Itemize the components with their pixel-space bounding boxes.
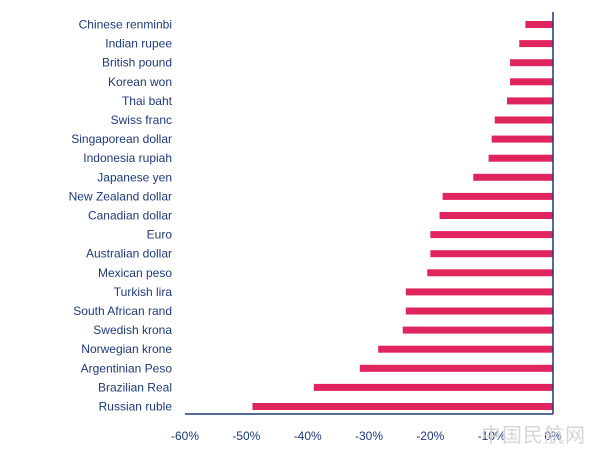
x-tick-label: -50% <box>232 429 260 443</box>
category-label: Chinese renminbi <box>79 18 172 32</box>
bar <box>430 231 553 239</box>
bar <box>430 250 553 258</box>
bar <box>442 192 553 200</box>
category-label: Indonesia rupiah <box>83 151 172 165</box>
category-label: Swedish krona <box>93 323 172 337</box>
x-tick-label: -20% <box>416 429 444 443</box>
x-tick-label: -10% <box>478 429 506 443</box>
x-tick-label: -60% <box>171 429 199 443</box>
watermark: 中国民航网 <box>481 423 586 447</box>
category-label: South African rand <box>73 304 172 318</box>
category-label: New Zealand dollar <box>69 189 172 203</box>
bar <box>439 212 553 219</box>
bar <box>313 383 553 391</box>
x-tick-label: -40% <box>294 429 322 443</box>
category-label: Australian dollar <box>86 247 172 261</box>
bar <box>359 364 553 372</box>
category-label: Singaporean dollar <box>71 132 172 146</box>
bars-group <box>252 21 553 410</box>
category-label: Thai baht <box>122 94 173 108</box>
category-label: Swiss franc <box>111 113 172 127</box>
bar <box>525 21 553 28</box>
x-tick-label: 0% <box>544 429 562 443</box>
bar <box>488 154 553 162</box>
bar <box>405 307 553 315</box>
bar <box>491 135 553 143</box>
bar <box>510 59 553 67</box>
category-label: Turkish lira <box>114 285 173 299</box>
category-label: Canadian dollar <box>88 209 172 223</box>
bar <box>402 326 553 334</box>
bar <box>473 173 553 181</box>
category-label: British pound <box>102 56 172 70</box>
axes <box>185 12 554 415</box>
bar <box>510 78 553 86</box>
category-label: Norwegian krone <box>81 342 172 356</box>
category-label: Russian ruble <box>99 400 173 414</box>
category-label: Brazilian Real <box>98 380 172 394</box>
bar <box>507 97 553 105</box>
category-label: Korean won <box>108 75 172 89</box>
category-label: Mexican peso <box>98 266 172 280</box>
category-label: Euro <box>147 228 173 242</box>
category-label: Japanese yen <box>97 170 172 184</box>
category-label: Argentinian Peso <box>81 361 173 375</box>
bar <box>378 345 553 353</box>
bar <box>519 40 553 48</box>
bar <box>427 269 553 277</box>
bar <box>494 116 553 124</box>
x-tick-label: -30% <box>355 429 383 443</box>
bar <box>405 288 553 296</box>
bar <box>252 403 553 410</box>
x-tick-labels: -60% -50% -40% -30% -20% -10% 0% <box>171 429 562 443</box>
category-label: Indian rupee <box>105 37 172 51</box>
category-labels: Chinese renminbi Indian rupee British poun… <box>69 18 173 414</box>
